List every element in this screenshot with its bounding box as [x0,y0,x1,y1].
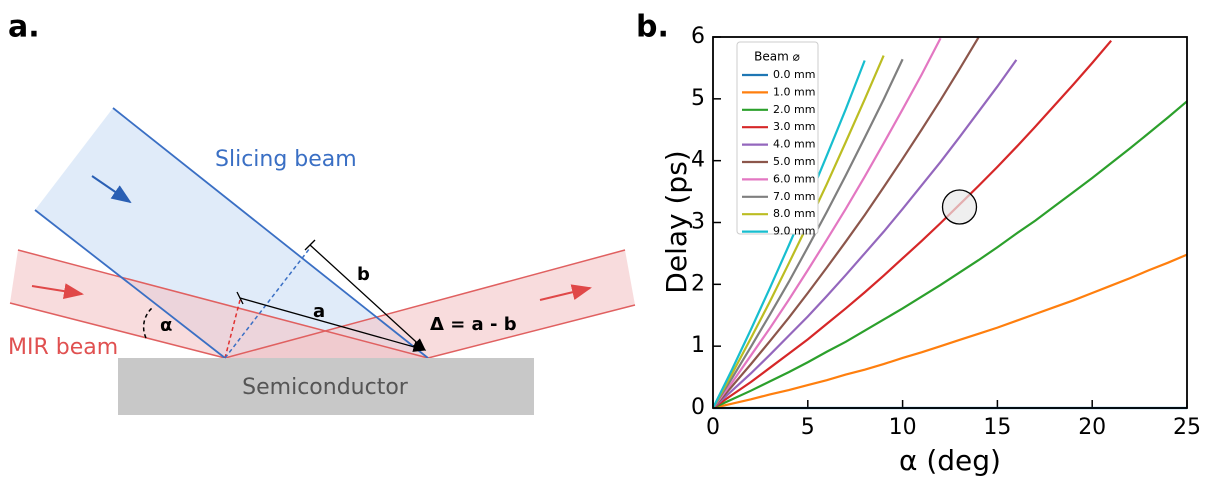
mir-beam-label: MIR beam [8,335,118,360]
legend-label: 9.0 mm [773,225,815,238]
y-tick-label: 0 [691,395,705,420]
series-line [712,58,904,409]
y-tick-label: 5 [691,86,705,111]
y-tick-label: 4 [691,148,705,173]
x-axis-label: α (deg) [899,444,1001,477]
path-b-arrow [309,244,426,351]
slicing-beam-label: Slicing beam [215,147,357,172]
x-tick-label: 0 [706,415,720,440]
legend-title: Beam ⌀ [754,50,800,64]
series-line [712,37,980,409]
series-line [712,59,1018,409]
y-axis-label: Delay (ps) [660,150,693,293]
x-tick-label: 10 [889,415,917,440]
series-line [712,253,1188,410]
x-tick-label: 20 [1078,415,1106,440]
series-line [712,39,1112,409]
panel-label: b. [636,10,669,45]
path-a-bar [236,291,244,305]
path-a-arrow [239,297,427,352]
legend-label: 2.0 mm [773,103,815,116]
slicing-edges [34,107,429,359]
delta-label: Δ = a - b [430,314,517,335]
angle-arc [142,307,153,339]
y-tick-label: 3 [691,210,705,235]
x-tick-label: 15 [983,415,1011,440]
beam-arrow [539,284,592,301]
series-line [712,100,1188,410]
legend-label: 5.0 mm [773,155,815,168]
dashed-line [224,299,241,359]
substrate-label: Semiconductor [242,375,409,400]
legend-label: 3.0 mm [773,120,815,133]
path-b-label: b [357,264,370,285]
angle-label: α [160,315,172,336]
panel-label: a. [8,10,40,45]
x-tick-label: 25 [1173,415,1201,440]
legend-label: 1.0 mm [773,85,815,98]
legend-label: 7.0 mm [773,190,815,203]
plot-frame [712,36,1188,409]
y-tick-label: 1 [691,333,705,358]
substrate [118,358,534,415]
y-tick-label: 6 [691,24,705,49]
path-b-bar [304,239,316,251]
chart: b. α (deg) Delay (ps) 0 5 10 15 20 25 0 1 2 3 4 5 6 B… [636,10,1201,477]
legend-label: 8.0 mm [773,207,815,220]
legend-label: 4.0 mm [773,138,815,151]
highlight-circle [941,189,978,225]
series-line [712,55,885,409]
x-tick-label: 5 [801,415,815,440]
series-line [712,37,942,409]
path-a-label: a [313,301,325,322]
legend-label: 0.0 mm [773,68,815,81]
beam-arrow [91,175,132,204]
diagram: a. Semiconductor Slicing beam MIR beam α [8,10,636,415]
series-line [712,60,866,409]
beam-arrow [31,283,84,300]
mir-edges [9,249,636,359]
legend-box [736,41,819,235]
y-tick-label: 2 [691,271,705,296]
slicing-beam-area [35,108,428,358]
legend-label: 6.0 mm [773,172,815,185]
dashed-line [224,247,311,359]
